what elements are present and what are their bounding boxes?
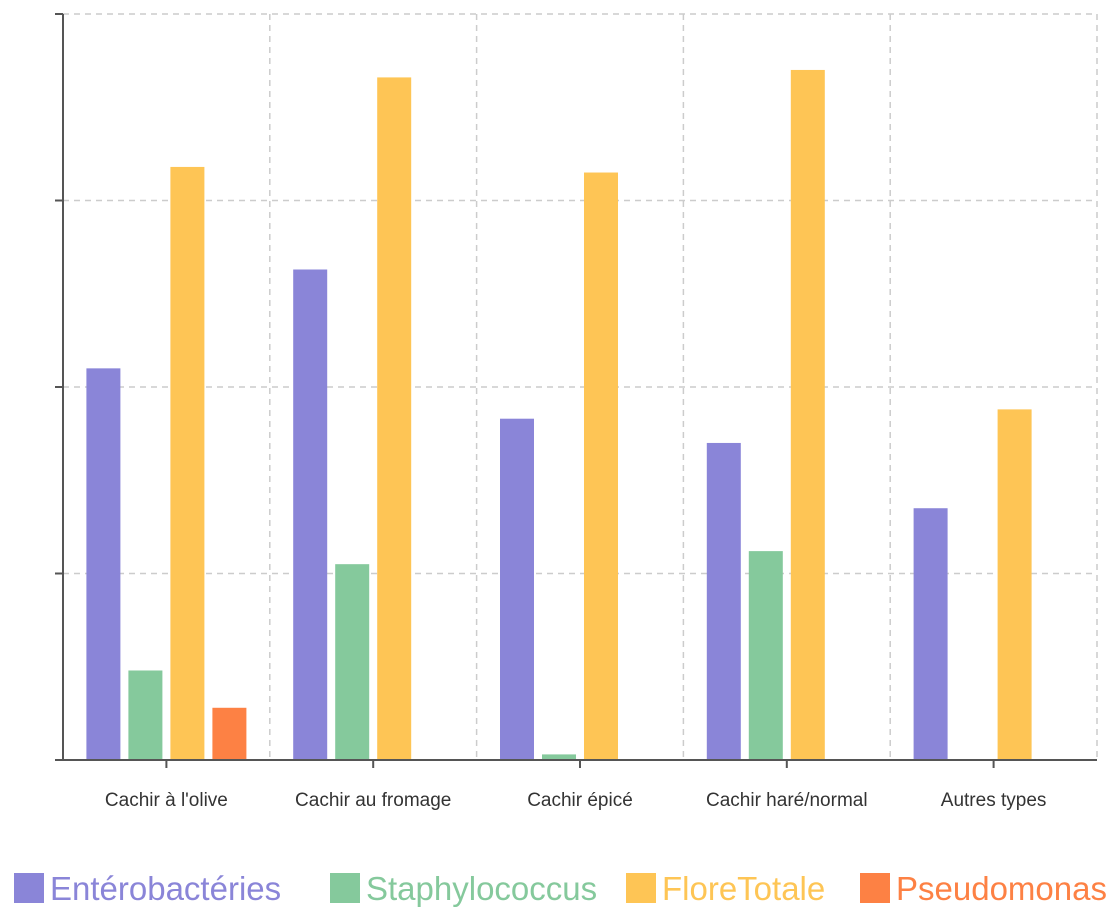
bar-floretotale-0[interactable] (170, 166, 205, 760)
x-tick-label: Cachir à l'olive (105, 790, 228, 811)
legend-item-pseudomonas[interactable]: Pseudomonas (860, 870, 1107, 907)
bar-ent-robact-ries-1[interactable] (293, 269, 328, 760)
x-axis-labels: Cachir à l'olive Cachir au fromage Cachir … (105, 790, 1046, 811)
legend-swatch (860, 873, 890, 903)
x-tick-label: Cachir épicé (527, 790, 633, 811)
bars (86, 69, 1032, 760)
bar-staphylococcus-1[interactable] (335, 564, 370, 760)
bar-floretotale-4[interactable] (997, 409, 1032, 760)
bar-staphylococcus-2[interactable] (542, 754, 576, 760)
legend-label: Entérobactéries (50, 870, 281, 907)
x-tick-label: Autres types (941, 790, 1047, 811)
legend[interactable]: Entérobactéries Staphylococcus FloreTotale… (14, 870, 1107, 907)
bar-staphylococcus-0[interactable] (128, 670, 163, 760)
x-tick-label: Cachir au fromage (295, 790, 451, 811)
legend-label: Pseudomonas (896, 870, 1107, 907)
legend-swatch (14, 873, 44, 903)
bar-ent-robact-ries-2[interactable] (500, 418, 534, 760)
grid-lines (63, 13, 1098, 760)
bar-floretotale-1[interactable] (377, 77, 412, 760)
legend-label: Staphylococcus (366, 870, 597, 907)
legend-swatch (626, 873, 656, 903)
bar-floretotale-2[interactable] (584, 172, 618, 760)
bar-ent-robact-ries-4[interactable] (913, 508, 948, 760)
bar-staphylococcus-3[interactable] (748, 551, 783, 760)
legend-swatch (330, 873, 360, 903)
axes (55, 13, 1097, 768)
legend-label: FloreTotale (662, 870, 825, 907)
legend-item-staphylococcus[interactable]: Staphylococcus (330, 870, 597, 907)
bar-ent-robact-ries-0[interactable] (86, 368, 121, 760)
x-tick-label: Cachir haré/normal (706, 790, 868, 811)
bar-pseudomonas-0[interactable] (212, 707, 247, 760)
bar-ent-robact-ries-3[interactable] (706, 442, 741, 760)
legend-item-ent-robact-ries[interactable]: Entérobactéries (14, 870, 281, 907)
bar-floretotale-3[interactable] (790, 69, 825, 760)
legend-item-floretotale[interactable]: FloreTotale (626, 870, 825, 907)
